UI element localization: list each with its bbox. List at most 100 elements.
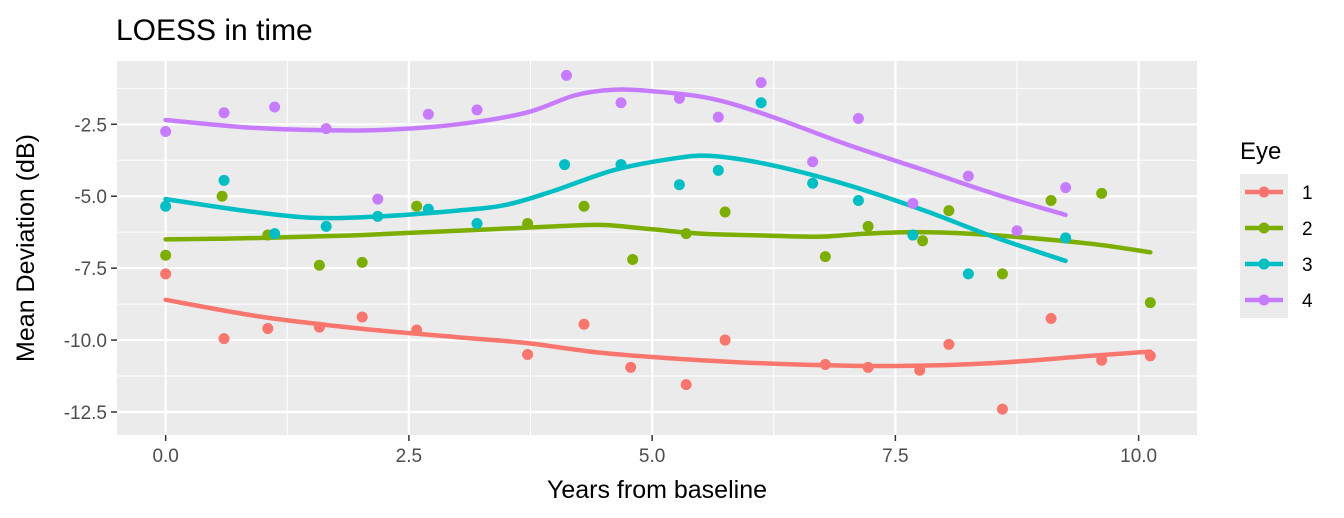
data-point-eye-1 bbox=[680, 379, 692, 391]
data-point-eye-3 bbox=[907, 229, 919, 241]
legend-key-point bbox=[1258, 294, 1270, 306]
legend-key-point bbox=[1258, 222, 1270, 234]
data-point-eye-2 bbox=[578, 200, 590, 212]
y-tick-label: -7.5 bbox=[74, 259, 107, 280]
x-tick-label: 2.5 bbox=[396, 446, 422, 467]
legend-label: 3 bbox=[1302, 255, 1313, 276]
data-point-eye-2 bbox=[917, 235, 929, 247]
chart-title: LOESS in time bbox=[116, 14, 313, 47]
major-gridlines bbox=[117, 61, 1197, 435]
y-axis: -2.5 -5.0 -7.5 -10.0 -12.5 bbox=[64, 115, 117, 424]
data-point-eye-1 bbox=[160, 268, 172, 280]
data-point-eye-4 bbox=[852, 113, 864, 125]
data-point-eye-3 bbox=[615, 159, 627, 171]
data-point-eye-4 bbox=[218, 107, 230, 119]
data-point-eye-3 bbox=[559, 159, 571, 171]
data-point-eye-4 bbox=[807, 156, 819, 168]
data-point-eye-4 bbox=[471, 104, 483, 116]
data-point-eye-4 bbox=[712, 111, 724, 123]
data-point-eye-1 bbox=[819, 359, 831, 371]
data-point-eye-4 bbox=[561, 69, 573, 81]
data-point-eye-2 bbox=[862, 220, 874, 232]
y-tick-label: -12.5 bbox=[64, 403, 107, 424]
legend-key-point bbox=[1258, 258, 1270, 270]
legend-title: Eye bbox=[1240, 138, 1281, 165]
legend-key-point bbox=[1258, 186, 1270, 198]
x-axis-title: Years from baseline bbox=[547, 476, 767, 504]
data-point-eye-4 bbox=[962, 170, 974, 182]
data-point-eye-2 bbox=[216, 190, 228, 202]
data-point-eye-1 bbox=[1144, 350, 1156, 362]
data-point-eye-4 bbox=[320, 123, 332, 135]
data-point-eye-2 bbox=[356, 256, 368, 268]
data-point-eye-2 bbox=[996, 268, 1008, 280]
data-point-eye-1 bbox=[943, 338, 955, 350]
legend-label: 2 bbox=[1302, 219, 1313, 240]
data-point-eye-1 bbox=[313, 321, 325, 333]
data-point-eye-4 bbox=[907, 197, 919, 209]
data-point-eye-3 bbox=[269, 228, 281, 240]
data-point-eye-1 bbox=[522, 348, 534, 360]
data-point-eye-1 bbox=[862, 361, 874, 373]
y-tick-label: -2.5 bbox=[74, 115, 107, 136]
legend-label: 1 bbox=[1302, 183, 1313, 204]
data-point-eye-3 bbox=[712, 164, 724, 176]
data-point-eye-2 bbox=[627, 254, 639, 266]
x-tick-label: 7.5 bbox=[882, 446, 908, 467]
data-point-eye-1 bbox=[578, 318, 590, 330]
data-point-eye-3 bbox=[160, 200, 172, 212]
data-point-eye-3 bbox=[852, 195, 864, 207]
data-point-eye-3 bbox=[1060, 232, 1072, 244]
data-point-eye-1 bbox=[218, 333, 230, 345]
data-point-eye-2 bbox=[1045, 195, 1057, 207]
data-point-eye-2 bbox=[680, 228, 692, 240]
data-point-eye-2 bbox=[719, 206, 731, 218]
x-tick-label: 5.0 bbox=[639, 446, 665, 467]
data-point-eye-4 bbox=[1060, 182, 1072, 194]
data-point-eye-1 bbox=[914, 364, 926, 376]
data-point-eye-3 bbox=[372, 210, 384, 222]
data-point-eye-3 bbox=[422, 203, 434, 215]
data-point-eye-4 bbox=[615, 97, 627, 109]
data-point-eye-3 bbox=[673, 179, 685, 191]
y-axis-title: Mean Deviation (dB) bbox=[12, 134, 40, 362]
data-point-eye-4 bbox=[1011, 225, 1023, 237]
x-tick-label: 10.0 bbox=[1120, 446, 1157, 467]
x-tick-label: 0.0 bbox=[152, 446, 178, 467]
y-tick-label: -5.0 bbox=[74, 187, 107, 208]
data-point-eye-3 bbox=[471, 218, 483, 230]
data-point-eye-4 bbox=[755, 77, 767, 89]
data-point-eye-1 bbox=[719, 334, 731, 346]
data-point-eye-1 bbox=[262, 323, 274, 335]
data-point-eye-3 bbox=[807, 177, 819, 189]
legend: Eye 1 2 3 4 bbox=[1240, 138, 1313, 318]
data-point-eye-1 bbox=[1045, 312, 1057, 324]
data-point-eye-3 bbox=[218, 174, 230, 186]
data-point-eye-2 bbox=[1144, 297, 1156, 309]
legend-label: 4 bbox=[1302, 291, 1313, 312]
data-point-eye-4 bbox=[269, 101, 281, 113]
y-tick-label: -10.0 bbox=[64, 331, 107, 352]
data-point-eye-3 bbox=[320, 220, 332, 232]
data-point-eye-1 bbox=[356, 311, 368, 323]
x-axis: 0.0 2.5 5.0 7.5 10.0 bbox=[152, 435, 1157, 467]
data-point-eye-3 bbox=[755, 97, 767, 109]
data-point-eye-2 bbox=[160, 249, 172, 261]
data-point-eye-2 bbox=[943, 205, 955, 217]
data-point-eye-2 bbox=[1096, 187, 1108, 199]
data-point-eye-4 bbox=[372, 193, 384, 205]
data-point-eye-1 bbox=[996, 403, 1008, 415]
legend-keys: 1 2 3 4 bbox=[1240, 174, 1313, 318]
data-point-eye-4 bbox=[673, 92, 685, 104]
data-point-eye-2 bbox=[411, 200, 423, 212]
plot-panel bbox=[117, 61, 1197, 435]
data-point-eye-4 bbox=[422, 108, 434, 120]
data-point-eye-2 bbox=[522, 218, 534, 230]
data-point-eye-4 bbox=[160, 125, 172, 137]
data-point-eye-1 bbox=[1096, 354, 1108, 366]
data-point-eye-1 bbox=[411, 324, 423, 336]
data-points bbox=[160, 69, 1156, 415]
data-point-eye-1 bbox=[625, 361, 637, 373]
data-point-eye-2 bbox=[313, 259, 325, 271]
